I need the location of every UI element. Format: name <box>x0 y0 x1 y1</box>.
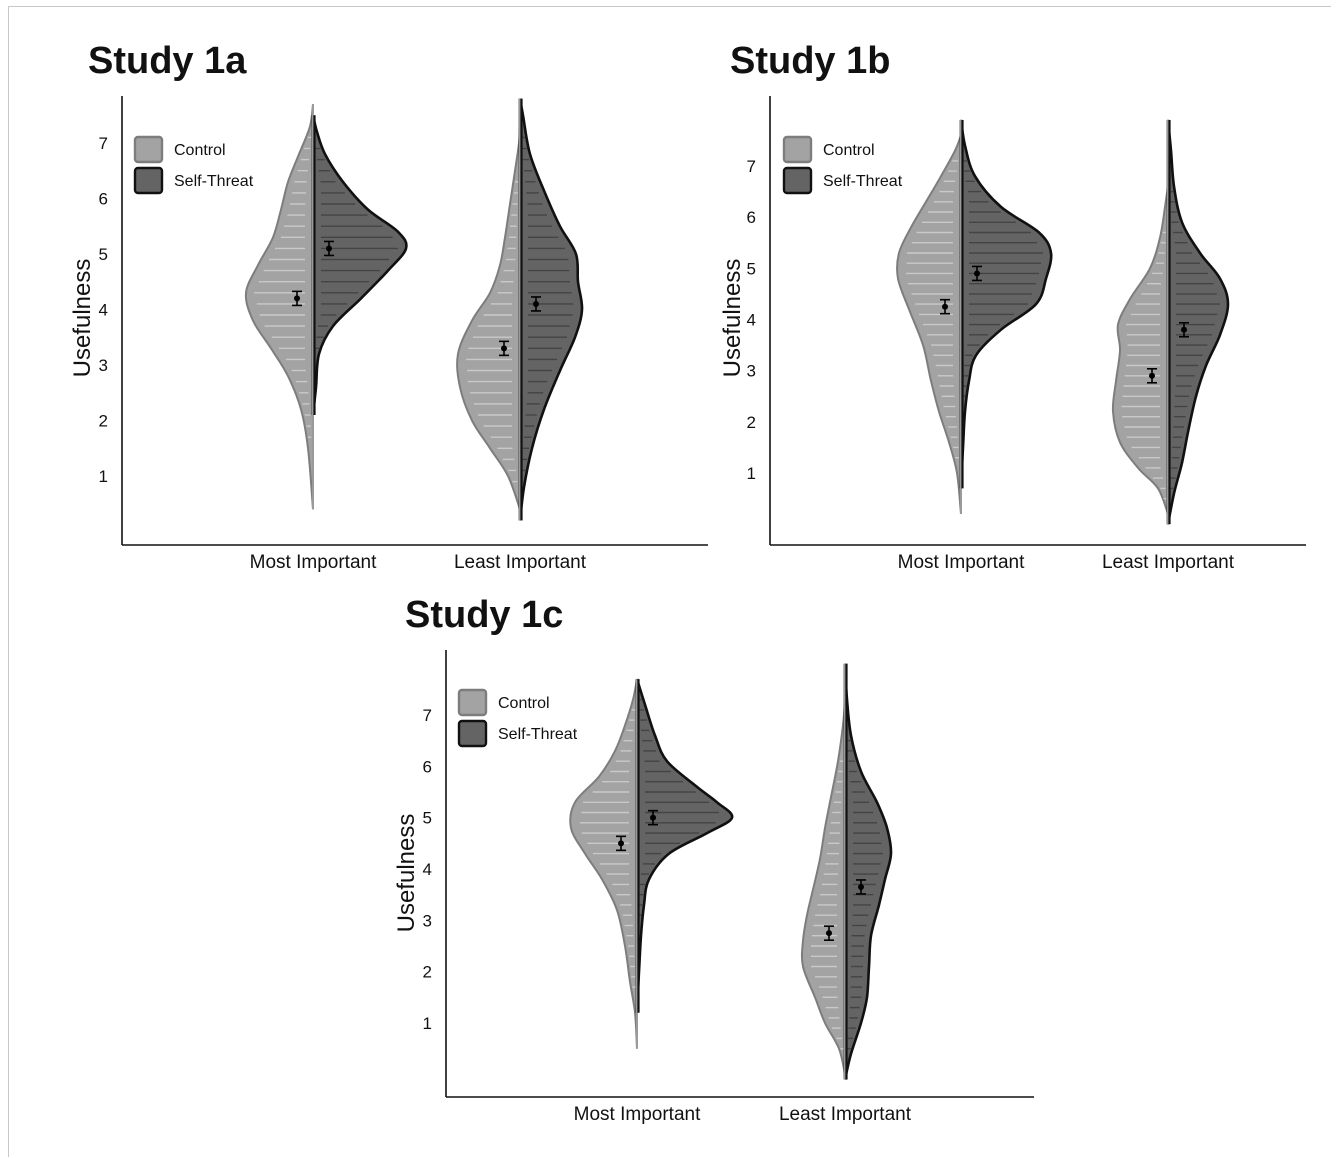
chart-title: Study 1a <box>88 40 247 82</box>
x-category-label: Most Important <box>898 552 1025 573</box>
x-category-label: Least Important <box>1102 552 1235 573</box>
legend-label: Control <box>174 142 226 159</box>
violin-half-self-threat <box>635 678 734 1013</box>
mean-point-self-threat <box>650 814 656 821</box>
chart-title: Study 1b <box>730 40 890 82</box>
figure-frame <box>8 6 1331 1157</box>
y-tick-label: 1 <box>747 464 756 483</box>
y-tick-label: 7 <box>747 157 756 176</box>
chart-panel-1a: Study 1a Usefulness 1 2 3 4 5 6 7 Most Important L… <box>69 40 708 573</box>
legend-swatch <box>457 719 488 748</box>
mean-point-control <box>1149 372 1155 379</box>
y-tick-label: 6 <box>747 208 756 227</box>
y-tick-label: 4 <box>99 301 108 320</box>
chart-panel-1c: Study 1c Usefulness 1 2 3 4 5 6 7 Most Important L… <box>393 594 1034 1125</box>
violin-half-self-threat <box>1166 119 1230 525</box>
mean-point-self-threat <box>326 245 332 252</box>
chart-title: Study 1c <box>405 594 563 636</box>
violin-most-important <box>895 119 1053 515</box>
violin-half-control <box>1111 186 1169 515</box>
y-tick-label: 5 <box>99 245 108 264</box>
y-axis-label: Usefulness <box>719 259 746 378</box>
y-tick-label: 1 <box>99 467 108 486</box>
legend-swatch <box>457 688 488 717</box>
violin-least-important <box>456 98 584 521</box>
legend-swatch <box>133 166 164 195</box>
mean-point-control <box>294 295 300 302</box>
y-axis-label: Usefulness <box>69 259 96 378</box>
y-tick-label: 5 <box>747 259 756 278</box>
chart-panel-1b: Study 1b Usefulness 1 2 3 4 5 6 7 Most Important L… <box>719 40 1306 573</box>
y-tick-label: 3 <box>99 356 108 375</box>
y-tick-label: 2 <box>747 413 756 432</box>
x-category-label: Most Important <box>574 1104 701 1125</box>
y-tick-label: 4 <box>423 860 432 879</box>
violin-half-control <box>244 103 314 510</box>
violin-half-self-threat <box>311 114 408 416</box>
y-tick-label: 4 <box>747 311 756 330</box>
x-category-label: Least Important <box>454 552 587 573</box>
violin-half-control <box>456 126 521 510</box>
mean-point-self-threat <box>533 300 539 307</box>
mean-point-self-threat <box>1181 326 1187 333</box>
y-tick-label: 1 <box>423 1014 432 1033</box>
x-category-label: Most Important <box>250 552 377 573</box>
y-tick-label: 7 <box>99 134 108 153</box>
x-category-label: Least Important <box>779 1104 912 1125</box>
legend-label: Control <box>823 142 875 159</box>
legend-swatch <box>133 135 164 164</box>
y-tick-label: 3 <box>747 362 756 381</box>
violin-half-self-threat <box>843 663 893 1080</box>
violin-least-important <box>1111 119 1230 525</box>
violin-most-important <box>569 678 734 1049</box>
y-tick-label: 3 <box>423 911 432 930</box>
y-tick-label: 6 <box>423 757 432 776</box>
y-tick-label: 7 <box>423 706 432 725</box>
legend-label: Control <box>498 695 550 712</box>
violin-most-important <box>244 103 408 510</box>
y-axis-label: Usefulness <box>393 814 420 933</box>
legend-swatch <box>782 135 813 164</box>
mean-point-self-threat <box>974 270 980 277</box>
violin-least-important <box>800 663 893 1080</box>
legend-label: Self-Threat <box>498 726 578 743</box>
legend-label: Self-Threat <box>174 173 254 190</box>
mean-point-self-threat <box>858 883 864 890</box>
y-tick-label: 2 <box>423 963 432 982</box>
y-tick-label: 6 <box>99 190 108 209</box>
y-tick-label: 2 <box>99 412 108 431</box>
violin-half-self-threat <box>518 98 584 521</box>
mean-point-control <box>826 930 832 937</box>
legend-label: Self-Threat <box>823 173 903 190</box>
mean-point-control <box>501 345 507 352</box>
mean-point-control <box>942 303 948 310</box>
y-tick-label: 5 <box>423 809 432 828</box>
legend-swatch <box>782 166 813 195</box>
mean-point-control <box>618 840 624 847</box>
violin-half-control <box>800 699 846 1075</box>
